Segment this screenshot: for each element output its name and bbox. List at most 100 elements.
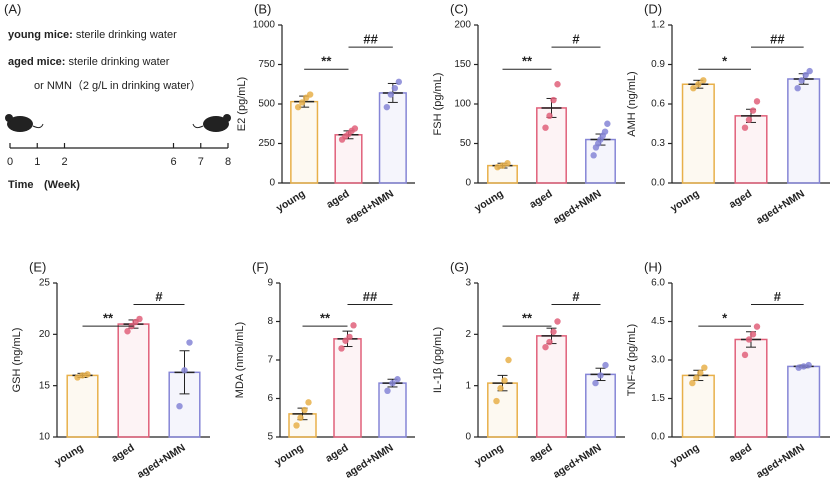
data-point xyxy=(745,116,753,124)
x-tick-label: aged+NMN xyxy=(343,188,396,227)
x-tick-label: aged xyxy=(527,442,554,465)
x-tick-label: young xyxy=(668,188,701,215)
y-tick-label: 1 xyxy=(465,380,471,391)
data-point xyxy=(546,338,553,346)
data-point xyxy=(84,371,91,378)
data-point xyxy=(176,403,183,410)
data-point xyxy=(338,345,345,352)
significance-label: ** xyxy=(321,54,332,69)
data-point xyxy=(554,81,561,88)
bar xyxy=(585,138,616,184)
mouse-icon xyxy=(192,114,231,132)
data-point xyxy=(181,367,188,374)
data-point xyxy=(383,103,391,111)
data-point xyxy=(753,98,761,105)
x-tick-label: young xyxy=(274,188,307,215)
significance-label: # xyxy=(155,289,163,304)
data-point xyxy=(293,422,300,429)
bar xyxy=(117,323,150,438)
data-point xyxy=(693,374,700,382)
data-point xyxy=(697,369,704,377)
bar xyxy=(536,107,567,184)
y-axis-label: AMH (ng/mL) xyxy=(626,71,638,136)
y-tick-label: 0.9 xyxy=(651,59,665,70)
y-tick-label: 0 xyxy=(269,178,275,189)
panel-label: (H) xyxy=(644,259,662,274)
data-point xyxy=(745,336,753,343)
data-point xyxy=(695,81,702,88)
bar xyxy=(536,335,567,438)
data-point xyxy=(389,379,396,387)
significance-label: # xyxy=(774,289,782,304)
data-point xyxy=(794,85,801,92)
data-point xyxy=(298,99,306,106)
y-tick-label: 500 xyxy=(258,99,275,110)
panel-label: (C) xyxy=(450,1,468,16)
data-point xyxy=(493,397,500,405)
y-tick-label: 1000 xyxy=(253,20,276,31)
data-point xyxy=(294,103,302,111)
bar xyxy=(333,338,362,438)
data-point xyxy=(550,328,557,335)
data-point xyxy=(136,315,143,323)
data-point xyxy=(387,91,395,98)
data-point xyxy=(504,160,511,167)
data-point xyxy=(800,363,807,370)
data-point xyxy=(391,85,399,92)
data-point xyxy=(350,322,357,329)
data-point xyxy=(601,128,609,135)
group-name: young mice: xyxy=(8,29,73,41)
data-point xyxy=(802,71,809,79)
group-line: aged mice: sterile drinking water xyxy=(8,56,170,68)
y-tick-label: 750 xyxy=(258,59,275,70)
data-point xyxy=(602,361,609,369)
x-tick-label: young xyxy=(52,442,85,469)
data-point xyxy=(384,387,391,394)
mouse-icon xyxy=(5,114,44,132)
significance-label: ** xyxy=(522,311,533,326)
panel-label: (F) xyxy=(252,259,269,274)
data-point xyxy=(741,124,749,131)
bar xyxy=(734,115,768,184)
y-tick-label: 25 xyxy=(39,278,51,289)
data-point xyxy=(806,67,813,75)
data-point xyxy=(74,374,81,381)
y-tick-label: 200 xyxy=(454,20,471,31)
significance-label: ** xyxy=(103,311,114,326)
data-point xyxy=(351,125,359,132)
data-point xyxy=(546,112,553,120)
x-tick-label: aged+NMN xyxy=(135,442,188,481)
data-point xyxy=(542,343,549,351)
bar xyxy=(378,92,407,184)
group-text: or NMN（2 g/L in drinking water） xyxy=(34,79,201,92)
x-tick-label: aged xyxy=(527,188,554,211)
significance-label: # xyxy=(572,32,580,47)
y-tick-label: 6.0 xyxy=(651,278,665,289)
data-point xyxy=(346,333,353,341)
x-tick-label: aged xyxy=(727,188,754,211)
group-text: sterile drinking water xyxy=(76,29,177,41)
data-point xyxy=(741,351,749,359)
bar xyxy=(734,338,768,438)
significance-label: * xyxy=(722,311,728,326)
y-axis-label: FSH (pg/mL) xyxy=(432,73,444,136)
bar xyxy=(681,374,715,438)
data-point xyxy=(749,331,757,338)
data-point xyxy=(305,399,312,406)
data-point xyxy=(79,372,86,379)
y-tick-label: 4.5 xyxy=(651,316,665,327)
data-point xyxy=(604,120,611,127)
y-tick-label: 0.0 xyxy=(651,432,665,443)
data-point xyxy=(554,318,561,325)
y-tick-label: 1.5 xyxy=(651,393,665,404)
data-point xyxy=(597,372,604,379)
data-point xyxy=(805,361,812,369)
data-point xyxy=(749,107,757,114)
data-point xyxy=(394,376,401,383)
y-tick-label: 0.3 xyxy=(651,138,665,149)
y-axis-label: GSH (ng/mL) xyxy=(11,328,23,393)
x-tick-label: aged xyxy=(109,442,136,465)
data-point xyxy=(701,364,708,371)
bar xyxy=(681,83,715,184)
y-tick-label: 20 xyxy=(39,329,51,340)
